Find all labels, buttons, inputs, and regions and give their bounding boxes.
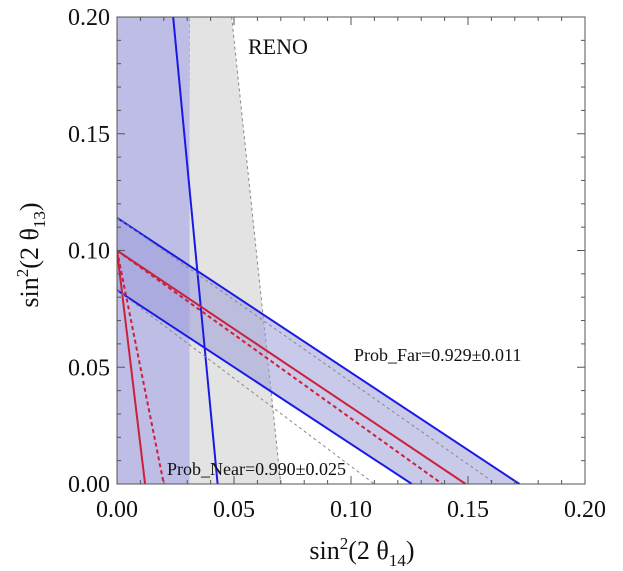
line-far-central <box>117 249 467 484</box>
region-gray-far-band <box>186 17 282 484</box>
y-tick-label: 0.10 <box>68 239 110 265</box>
y-tick-label: 0.15 <box>68 122 110 148</box>
ticks-layer: 0.00 0.05 0.10 0.15 0.20 0.00 0.05 0.10 0.15 0.20 <box>68 5 606 523</box>
y-tick-label: 0.00 <box>68 472 110 498</box>
line-far-lower <box>117 289 413 484</box>
x-tick-label: 0.10 <box>330 497 372 523</box>
annotation-near: Prob_Near=0.990±0.025 <box>167 459 346 479</box>
annotation-far: Prob_Far=0.929±0.011 <box>354 345 521 365</box>
regions-layer <box>117 17 520 484</box>
line-gray-dashed-outer <box>117 217 497 484</box>
line-near-central <box>117 250 147 484</box>
x-tick-label: 0.20 <box>564 497 606 523</box>
x-axis-label: sin2(2 θ14) <box>309 534 414 570</box>
x-tick-label: 0.00 <box>96 497 138 523</box>
y-tick-label: 0.05 <box>68 355 110 381</box>
x-tick-label: 0.05 <box>213 497 255 523</box>
chart-title: RENO <box>248 34 308 59</box>
x-tick-label: 0.15 <box>447 497 489 523</box>
line-near-line <box>172 17 219 484</box>
line-far-central-dotted <box>117 249 443 484</box>
line-near-central-dotted <box>117 250 165 484</box>
y-tick-label: 0.20 <box>68 5 110 31</box>
lines-layer <box>117 17 521 484</box>
line-far-upper <box>117 216 521 484</box>
y-axis-label: sin2(2 θ13) <box>13 202 49 307</box>
